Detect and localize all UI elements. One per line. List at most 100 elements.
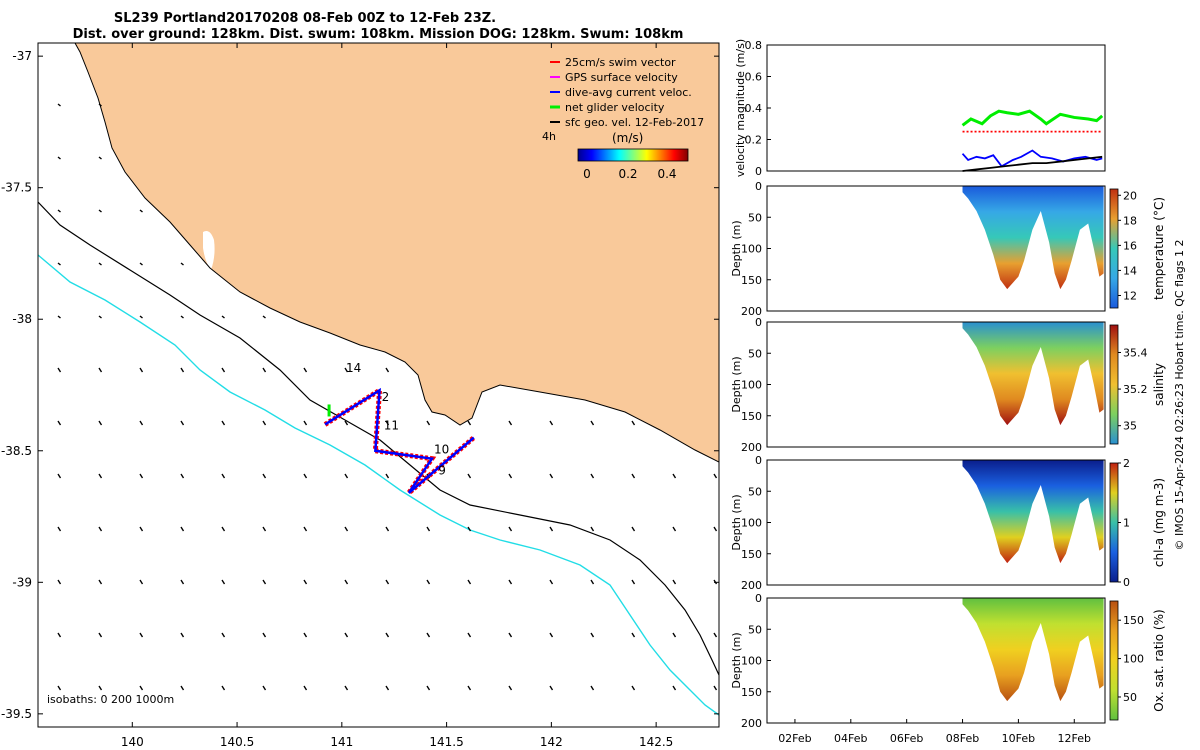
- velocity-ytick-label: 0.8: [745, 39, 763, 52]
- current-arrow: [262, 473, 267, 479]
- current-arrow: [262, 367, 267, 373]
- land-polygon: [75, 43, 719, 462]
- map-ytick-label: -37: [12, 49, 32, 63]
- section-colorbar: [1109, 600, 1119, 721]
- section-ytick-label: 200: [741, 579, 762, 592]
- colorbar-label: temperature (°C): [1152, 197, 1166, 300]
- current-arrow: [262, 420, 267, 426]
- current-arrow: [262, 632, 267, 638]
- velocity-series-line: [961, 149, 1103, 168]
- current-arrow: [303, 367, 308, 373]
- colorbar-tick-label: 14: [1123, 264, 1137, 277]
- colorbar-tick-label: 100: [1123, 653, 1144, 666]
- current-arrow: [98, 367, 103, 373]
- isobaths-label: isobaths: 0 200 1000m: [47, 693, 174, 706]
- section-ytick-label: 200: [741, 305, 762, 318]
- day-labels: 14 2 11 10 9: [346, 361, 449, 478]
- current-arrow: [98, 103, 102, 107]
- current-arrow: [98, 473, 103, 479]
- current-arrow: [508, 632, 513, 638]
- current-arrow: [57, 579, 62, 585]
- current-arrow: [631, 632, 636, 638]
- colorbar-tick-0: 0: [583, 167, 591, 181]
- colorbar-label: (m/s): [612, 131, 643, 145]
- current-arrow: [303, 526, 308, 532]
- glider-track: [323, 385, 476, 495]
- current-arrow: [57, 103, 61, 107]
- current-arrow: [139, 420, 144, 426]
- current-arrow: [139, 209, 143, 213]
- time-tick-label: 06Feb: [890, 732, 923, 745]
- section-ytick-label: 150: [741, 410, 762, 423]
- section-ytick-label: 0: [755, 180, 762, 193]
- current-arrow: [221, 473, 226, 479]
- map-xtick-label: 141.5: [429, 735, 463, 749]
- section-ytick-label: 100: [741, 517, 762, 530]
- current-arrow: [426, 526, 431, 532]
- section-ytick-label: 50: [748, 485, 762, 498]
- current-arrow: [303, 420, 308, 426]
- colorbar-tick-label: 0: [1123, 576, 1130, 589]
- current-arrow: [303, 632, 308, 638]
- current-arrow: [139, 262, 143, 266]
- current-arrow: [508, 420, 513, 426]
- current-arrow: [262, 526, 267, 532]
- velocity-ytick-label: 0: [755, 165, 762, 178]
- velocity-ytick-label: 0.4: [745, 102, 763, 115]
- map-xtick-label: 141: [330, 735, 353, 749]
- time-tick-label: 10Feb: [1002, 732, 1035, 745]
- current-arrow: [508, 685, 513, 691]
- current-arrow: [344, 632, 349, 638]
- current-arrow: [344, 526, 349, 532]
- current-arrow: [549, 473, 554, 479]
- current-arrow: [98, 420, 103, 426]
- current-arrow: [590, 420, 595, 426]
- isobath-200: [38, 201, 719, 676]
- current-arrow: [549, 579, 554, 585]
- current-arrow: [549, 685, 554, 691]
- current-arrow: [344, 420, 349, 426]
- colorbar-tick-2: 0.4: [657, 167, 676, 181]
- current-arrow: [426, 685, 431, 691]
- current-arrow: [57, 367, 62, 373]
- velocity-ytick-label: 0.6: [745, 71, 763, 84]
- current-arrow: [385, 579, 390, 585]
- time-tick-label: 12Feb: [1058, 732, 1091, 745]
- section-ytick-label: 100: [741, 243, 762, 256]
- section-ylabel: Depth (m): [730, 220, 743, 276]
- section-ytick-label: 50: [748, 211, 762, 224]
- current-arrow: [57, 209, 61, 213]
- map-ytick-label: -38.5: [1, 444, 32, 458]
- current-arrow: [57, 156, 61, 160]
- velocity-series: [961, 109, 1104, 172]
- section-ytick-label: 150: [741, 548, 762, 561]
- current-arrow: [180, 262, 184, 266]
- current-arrow: [139, 579, 144, 585]
- current-arrow: [180, 526, 185, 532]
- current-arrow: [303, 473, 308, 479]
- section-ytick-label: 50: [748, 347, 762, 360]
- map-ytick-label: -37.5: [1, 181, 32, 195]
- current-arrow: [98, 632, 103, 638]
- current-arrow: [98, 526, 103, 532]
- current-arrow: [98, 209, 102, 213]
- section-data-region: [962, 460, 1104, 564]
- map-xtick-label: 142: [540, 735, 563, 749]
- current-arrow: [180, 632, 185, 638]
- legend: 25cm/s swim vector GPS surface velocity …: [550, 56, 704, 129]
- colorbar-tick-label: 35.2: [1123, 383, 1148, 396]
- current-arrow: [98, 156, 102, 160]
- day-label: 14: [346, 361, 361, 375]
- time-tick-label: 02Feb: [778, 732, 811, 745]
- isobath-1000: [38, 254, 719, 716]
- current-arrow: [57, 526, 62, 532]
- current-arrow: [385, 420, 390, 426]
- colorbar-tick-label: 35.4: [1123, 346, 1148, 359]
- current-arrow: [57, 685, 62, 691]
- current-arrow: [57, 262, 61, 266]
- current-arrow: [344, 685, 349, 691]
- current-arrow: [385, 367, 390, 373]
- current-arrow: [426, 632, 431, 638]
- current-arrow: [262, 315, 266, 319]
